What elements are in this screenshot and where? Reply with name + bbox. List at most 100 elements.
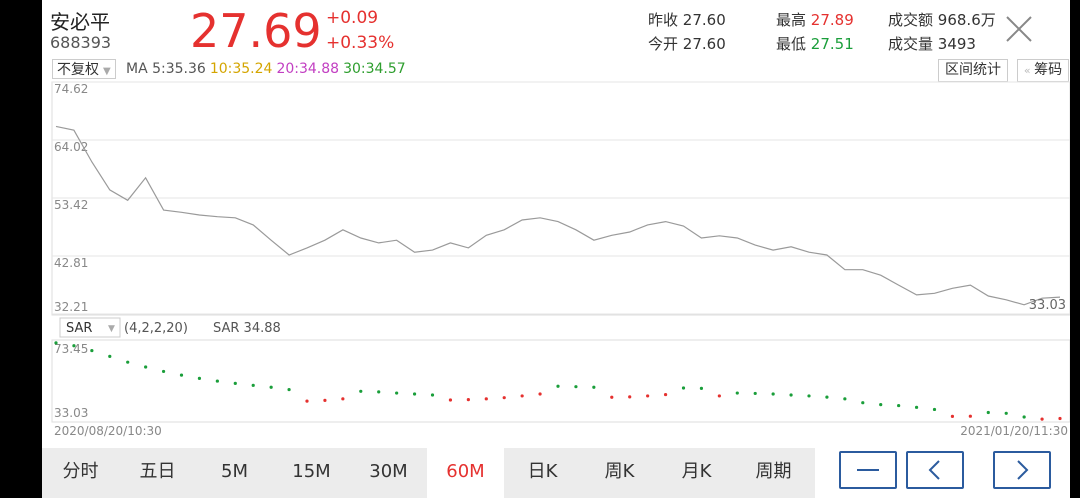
sar-dot	[771, 392, 775, 396]
sar-dot	[897, 403, 901, 408]
sar-dot	[717, 394, 721, 398]
tab[interactable]: 周期	[735, 448, 812, 498]
y-tick-label: 64.02	[54, 140, 88, 154]
sar-indicator: SAR	[66, 321, 92, 336]
tab[interactable]: 15M	[273, 448, 350, 498]
ma-label: 10:	[209, 61, 233, 77]
y-tick-label: 32.21	[54, 300, 88, 314]
tab[interactable]: 5M	[196, 448, 273, 498]
stat: 成交额 968.6万	[888, 9, 996, 30]
ma-value: 35.24	[232, 61, 273, 77]
stat: 最高 27.89	[776, 9, 854, 30]
ma-item: 30:34.57	[343, 61, 406, 77]
sar-dot	[879, 403, 883, 407]
stat-label: 成交量	[888, 35, 934, 53]
stat-label: 昨收	[648, 11, 679, 29]
stat-value: 27.60	[682, 35, 726, 53]
stat: 昨收 27.60	[648, 9, 726, 30]
dropdown-arrow: ▼	[108, 324, 115, 334]
sar-dot	[861, 401, 865, 405]
sar-dot	[502, 396, 506, 400]
sar-dot	[1004, 411, 1008, 415]
stat: 最低 27.51	[776, 33, 854, 54]
sar-dot	[1058, 416, 1062, 421]
sar-dot	[287, 387, 291, 392]
x-end-label: 2021/01/20/11:30	[960, 424, 1068, 438]
main-frame	[51, 81, 1070, 316]
y-tick-label: 53.42	[54, 198, 88, 212]
stat-value: 968.6万	[937, 11, 996, 29]
ma-label: 30:	[343, 61, 366, 77]
sar-dot	[108, 354, 112, 358]
tab[interactable]: 分时	[42, 448, 119, 498]
tab[interactable]: 五日	[119, 448, 196, 498]
change-pct: +0.33%	[326, 33, 395, 53]
stat: 成交量 3493	[888, 33, 976, 54]
y-tick-label: 74.62	[54, 82, 88, 96]
sar-dot	[126, 360, 130, 364]
sar-dot	[412, 392, 417, 396]
sar-dot	[90, 348, 94, 353]
sar-select[interactable]	[59, 317, 121, 338]
adjust-select[interactable]: 不复权 ▼	[52, 59, 116, 79]
sar-dot	[430, 393, 435, 397]
sar-dot	[843, 397, 847, 401]
ma-label: 5:	[152, 61, 166, 77]
sar-dot	[323, 398, 327, 402]
sar-dot	[753, 391, 757, 396]
ma-value: 34.57	[365, 61, 406, 77]
stat-label: 成交额	[888, 11, 934, 29]
sar-dot	[1022, 415, 1026, 419]
sar-dot	[681, 386, 686, 390]
stat-label: 最高	[776, 11, 807, 29]
zoom-out-button[interactable]	[839, 451, 897, 489]
sar-dot	[233, 381, 237, 385]
x-start-label: 2020/08/20/10:30	[54, 424, 162, 438]
sar-dot	[807, 394, 811, 398]
ma-value: 35.36	[165, 61, 206, 77]
sar-dot	[628, 395, 632, 399]
sar-dot	[341, 397, 345, 401]
tab[interactable]: 日K	[504, 448, 581, 498]
sar-dot	[932, 407, 937, 412]
sar-dot	[538, 392, 542, 396]
sar-current: SAR 34.88	[213, 321, 281, 336]
stat-label: 今开	[648, 35, 679, 53]
sar-dot	[520, 394, 524, 398]
sar-dot	[574, 385, 578, 389]
stock-code: 688393	[50, 33, 112, 52]
sar-dot	[251, 383, 255, 387]
ma-title: MA	[126, 61, 148, 77]
tab[interactable]: 30M	[350, 448, 427, 498]
stat-value: 27.60	[682, 11, 726, 29]
y-tick-label: 33.03	[54, 406, 88, 420]
ma-label: 20:	[276, 61, 299, 77]
stat-value: 27.89	[810, 11, 854, 29]
stat-label: 最低	[776, 35, 807, 53]
tab[interactable]: 60M	[427, 448, 504, 498]
y-tick-label: 73.45	[54, 342, 88, 356]
sar-dot	[54, 341, 58, 345]
ma-item: 5:35.36	[152, 61, 206, 77]
price-line	[55, 125, 1061, 306]
close-button[interactable]	[1004, 14, 1034, 44]
sar-dot	[179, 373, 184, 377]
prev-button[interactable]	[906, 451, 964, 489]
sar-dot	[161, 369, 166, 374]
tab[interactable]: 周K	[581, 448, 658, 498]
ma-item: 10:35.24	[210, 61, 273, 77]
chart-area: SAR ▼ (4,2,2,20) SAR 34.88 2020/08/20/10…	[51, 81, 1070, 438]
tab[interactable]: 月K	[658, 448, 735, 498]
sar-dot	[914, 405, 919, 409]
sar-dot	[610, 395, 614, 399]
sar-dot	[197, 376, 202, 380]
chips-label: 筹码	[1034, 62, 1063, 78]
sar-dot	[359, 389, 363, 393]
sar-params: (4,2,2,20)	[124, 321, 188, 336]
sar-dot	[735, 391, 739, 395]
sar-dot	[305, 399, 309, 403]
sar-dot	[789, 393, 793, 397]
ma-value: 34.88	[298, 61, 340, 77]
next-button[interactable]	[993, 451, 1051, 489]
sar-dot	[825, 395, 829, 399]
